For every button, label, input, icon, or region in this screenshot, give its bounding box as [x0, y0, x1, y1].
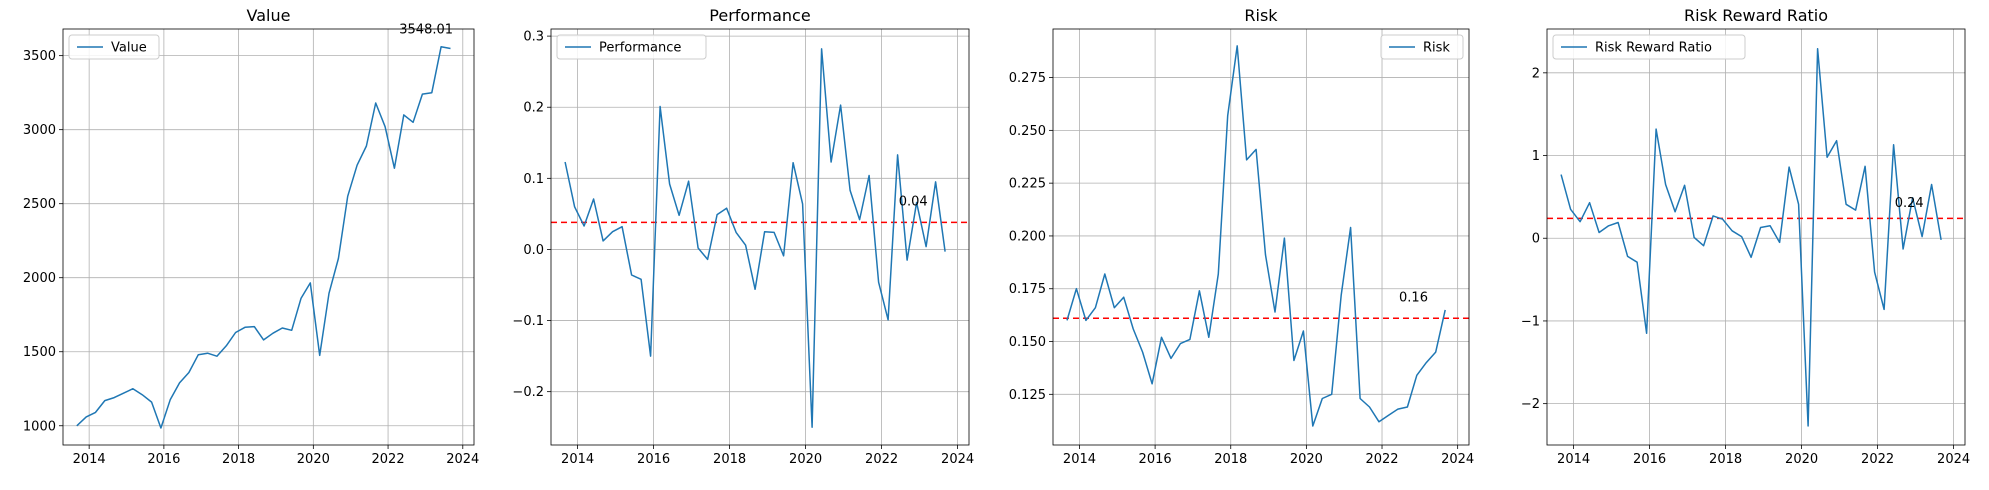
- x-tick-label: 2014: [1557, 452, 1590, 467]
- value-annotation: 0.16: [1399, 290, 1428, 305]
- y-tick-label: 1: [1532, 149, 1540, 164]
- x-tick-label: 2020: [297, 452, 330, 467]
- x-tick-label: 2024: [446, 452, 479, 467]
- x-tick-label: 2018: [222, 452, 255, 467]
- series-line: [1560, 48, 1942, 427]
- series-line: [564, 48, 946, 428]
- x-tick-label: 2024: [941, 452, 974, 467]
- y-tick-label: −0.1: [512, 314, 544, 329]
- legend-box: [1552, 34, 1746, 60]
- y-tick-label: 0: [1532, 232, 1540, 247]
- y-tick-label: −1: [1521, 314, 1540, 329]
- value-annotation: 0.24: [1895, 196, 1924, 211]
- y-tick-label: 3000: [23, 123, 56, 138]
- series-line: [1066, 45, 1446, 427]
- x-tick-label: 2024: [1441, 452, 1474, 467]
- legend-box: [68, 34, 160, 60]
- x-tick-label: 2016: [1139, 452, 1172, 467]
- x-tick-label: 2014: [561, 452, 594, 467]
- x-tick-label: 2018: [713, 452, 746, 467]
- subplot-title: Performance: [709, 6, 810, 25]
- axes-frame: [550, 28, 970, 446]
- x-tick-label: 2022: [1861, 452, 1894, 467]
- y-tick-label: 0.175: [1009, 282, 1046, 297]
- legend-box: [1380, 34, 1464, 60]
- y-tick-label: 0.200: [1009, 229, 1046, 244]
- x-tick-label: 2016: [1633, 452, 1666, 467]
- y-tick-label: 0.150: [1009, 335, 1046, 350]
- y-tick-label: 1000: [23, 419, 56, 434]
- legend: Value: [68, 34, 160, 60]
- series-line: [76, 46, 451, 429]
- x-tick-label: 2024: [1937, 452, 1970, 467]
- subplot-2: 2014 2016 2018 2020 2022 2024 −0.2 −0.1 0.0 0.1 0.…: [512, 6, 974, 467]
- y-tick-label: 0.3: [523, 30, 544, 45]
- y-tick-label: 0.275: [1009, 71, 1046, 86]
- subplot-3: 2014 2016 2018 2020 2022 2024 0.125 0.150 0.175 0…: [1009, 6, 1474, 467]
- x-tick-label: 2020: [1290, 452, 1323, 467]
- y-tick-label: 0.0: [523, 243, 544, 258]
- legend-box: [556, 34, 707, 60]
- x-tick-label: 2022: [865, 452, 898, 467]
- y-tick-label: 3500: [23, 49, 56, 64]
- x-tick-label: 2018: [1214, 452, 1247, 467]
- legend: Risk Reward Ratio: [1552, 34, 1746, 60]
- subplot-title: Risk: [1244, 6, 1278, 25]
- axes-frame: [1546, 28, 1966, 446]
- legend-label: Risk Reward Ratio: [1595, 41, 1712, 56]
- y-tick-label: −0.2: [512, 385, 544, 400]
- x-tick-label: 2014: [1063, 452, 1096, 467]
- x-tick-label: 2020: [789, 452, 822, 467]
- value-annotation: 3548.01: [399, 22, 453, 37]
- legend: Risk: [1380, 34, 1464, 60]
- legend: Performance: [556, 34, 707, 60]
- axes-frame: [62, 28, 475, 446]
- subplot-4: 2014 2016 2018 2020 2022 2024 −2 −1 0 1 2 Risk Rewa…: [1521, 6, 1970, 467]
- y-tick-label: 0.125: [1009, 388, 1046, 403]
- y-tick-label: 0.1: [523, 172, 544, 187]
- subplot-1: 2014 2016 2018 2020 2022 2024 1000 1500 2000 2500…: [23, 6, 479, 467]
- x-tick-label: 2020: [1785, 452, 1818, 467]
- legend-label: Risk: [1423, 41, 1450, 56]
- y-tick-label: −2: [1521, 397, 1540, 412]
- value-annotation: 0.04: [899, 194, 928, 209]
- y-tick-label: 2000: [23, 271, 56, 286]
- legend-label: Value: [111, 41, 147, 56]
- subplot-title: Value: [247, 6, 291, 25]
- subplot-title: Risk Reward Ratio: [1684, 6, 1828, 25]
- y-tick-label: 2: [1532, 66, 1540, 81]
- x-tick-label: 2014: [73, 452, 106, 467]
- x-tick-label: 2022: [372, 452, 405, 467]
- y-tick-label: 0.225: [1009, 177, 1046, 192]
- y-tick-label: 2500: [23, 197, 56, 212]
- x-tick-label: 2016: [637, 452, 670, 467]
- y-tick-label: 1500: [23, 345, 56, 360]
- x-tick-label: 2022: [1365, 452, 1398, 467]
- legend-label: Performance: [599, 41, 681, 56]
- y-tick-label: 0.250: [1009, 124, 1046, 139]
- y-tick-label: 0.2: [523, 101, 544, 116]
- axes-frame: [1052, 28, 1470, 446]
- x-tick-label: 2018: [1709, 452, 1742, 467]
- x-tick-label: 2016: [147, 452, 180, 467]
